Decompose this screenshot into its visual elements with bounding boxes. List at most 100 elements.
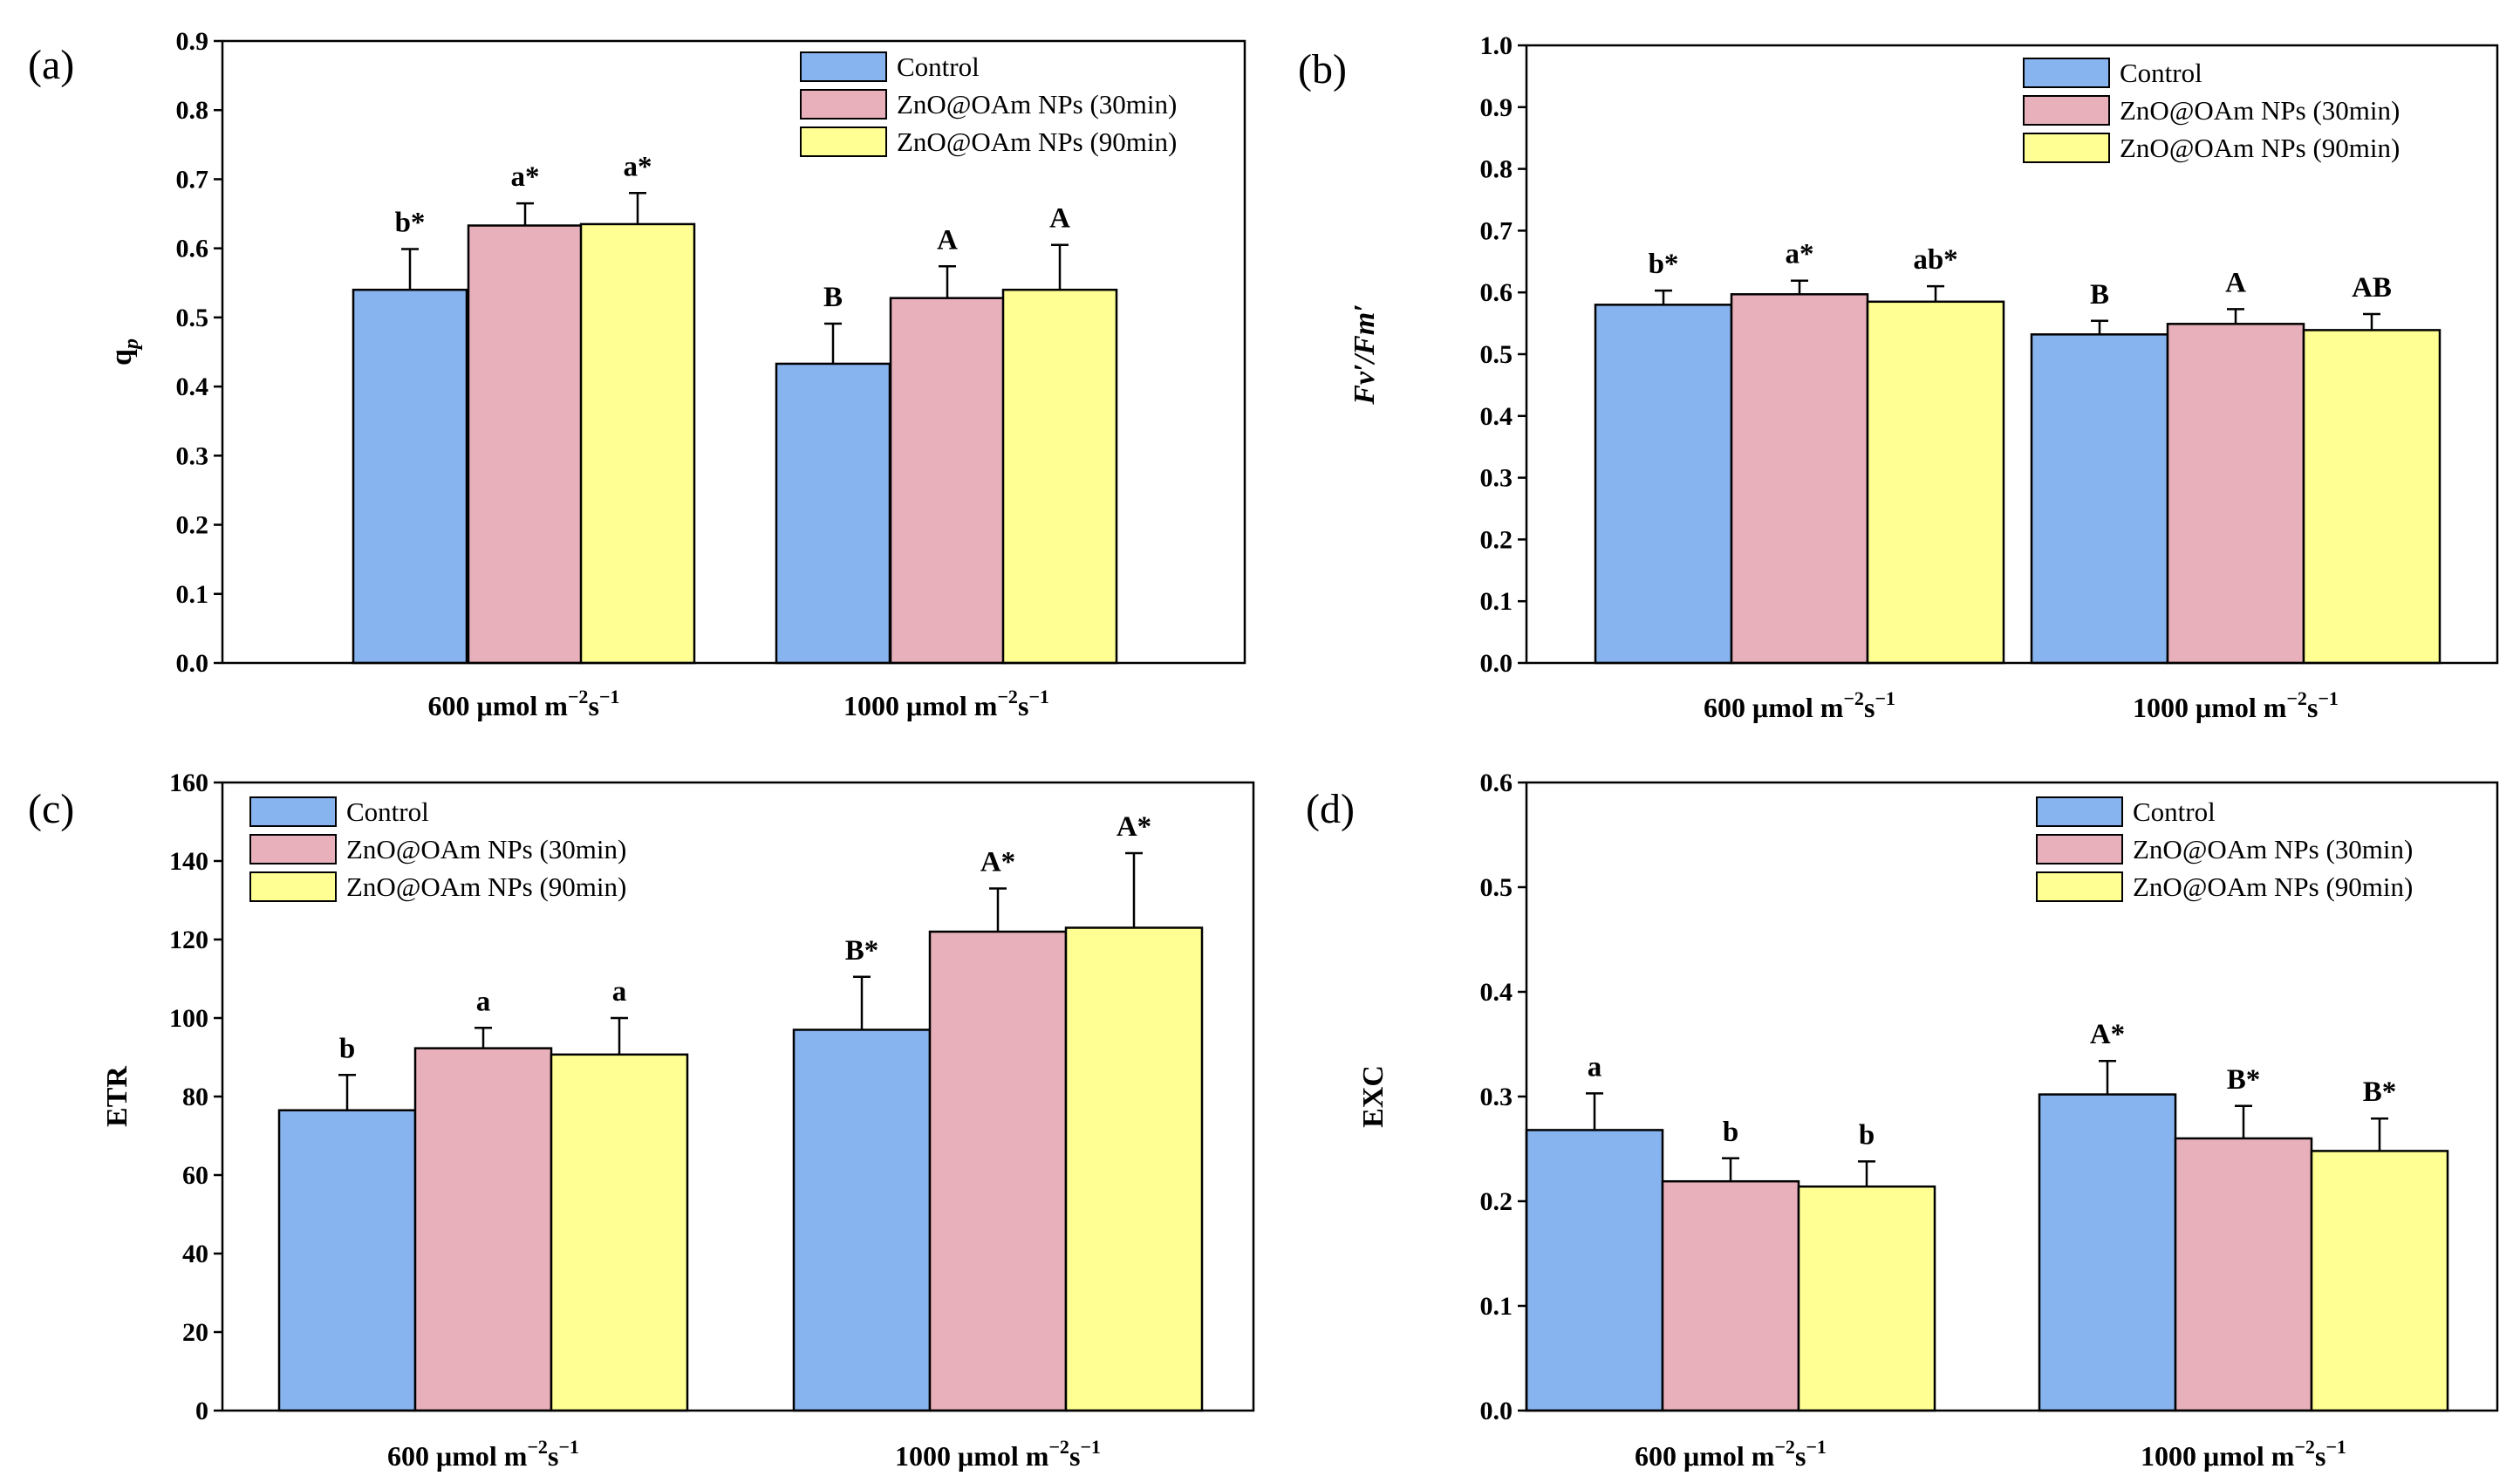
bar-1-1 [1594,304,1733,665]
bar-1-2 [2038,1093,2177,1412]
y-axis-label: EXC [1357,1065,1390,1128]
bar-3-2 [1064,926,1204,1412]
y-tick-label: 0.1 [1480,587,1513,616]
significance-label: AB [2352,272,2392,304]
bar-1-2 [792,1028,932,1412]
bar-2-1 [1661,1179,1800,1412]
significance-label: A [1049,203,1070,235]
legend-swatch [800,51,887,82]
significance-label: b* [395,207,426,238]
legend-label: ZnO@OAm NPs (30min) [2133,834,2413,864]
legend: Control ZnO@OAm NPs (30min) ZnO@OAm NPs (9… [800,51,1177,157]
legend-label: ZnO@OAm NPs (90min) [346,871,626,902]
y-tick-label: 0.3 [1480,1083,1513,1111]
panel-label: (c) [28,786,74,832]
y-axis-label: qp [106,338,143,366]
bar-1-1 [352,288,468,665]
x-category-label: 1000 μmol m−2s−1 [843,686,1049,721]
y-axis-label: Fv′/Fm′ [1349,304,1381,405]
significance-label: a* [1786,239,1814,270]
x-category-label: 600 μmol m−2s−1 [387,1436,579,1472]
bar-3-1 [550,1053,689,1412]
bar-2-1 [413,1047,553,1412]
legend-label: ZnO@OAm NPs (90min) [2120,133,2400,163]
bar-3-1 [1797,1185,1936,1412]
y-tick-label: 0.6 [1480,278,1513,307]
x-category-label: 1000 μmol m−2s−1 [2133,687,2339,723]
y-tick-label: 0.4 [176,372,209,401]
x-category-label: 600 μmol m−2s−1 [1704,687,1895,723]
bar-1-1 [1525,1129,1664,1412]
y-tick-label: 0.2 [1480,525,1513,554]
significance-label: a [476,986,491,1017]
bar-2-1 [1730,293,1869,665]
y-tick-label: 0.0 [176,649,209,678]
legend-label: ZnO@OAm NPs (90min) [897,126,1177,157]
y-tick-label: 1.0 [1480,31,1513,60]
significance-label: B* [845,935,879,967]
legend-swatch [800,126,887,157]
chart-panel-2: (b) b* Ba* Aab* AB 0.0 0.1 0.2 0.3 0.4 0.5 0.6 0.7 0.… [1298,31,2499,723]
significance-label: A [2225,267,2246,298]
x-category-label: 600 μmol m−2s−1 [428,686,620,721]
legend-label: Control [2133,796,2216,827]
legend: Control ZnO@OAm NPs (30min) ZnO@OAm NPs (9… [249,796,626,902]
bar-2-2 [928,930,1068,1412]
significance-label: A* [1117,811,1151,843]
plot-frame [221,39,1246,665]
x-category-label: 1000 μmol m−2s−1 [895,1436,1101,1472]
bar-1-1 [277,1109,417,1412]
y-tick-label: 0.8 [176,96,209,125]
legend-swatch [249,796,337,827]
y-tick-label: 0.0 [1480,649,1513,678]
panel-label: (d) [1306,786,1355,832]
significance-label: b [1723,1117,1738,1148]
bar-2-1 [467,224,584,665]
bar-3-1 [579,222,696,665]
x-category-label: 600 μmol m−2s−1 [1635,1436,1827,1472]
y-tick-label: 0.9 [176,27,209,56]
significance-label: B [823,282,843,313]
y-tick-label: 20 [182,1318,208,1347]
y-tick-label: 0.2 [1480,1187,1513,1216]
significance-label: b [1859,1119,1875,1151]
significance-label: B* [2363,1076,2397,1108]
bar-3-2 [1001,288,1118,665]
y-tick-label: 0.1 [176,580,209,609]
y-tick-label: 40 [182,1240,208,1268]
y-tick-label: 0.7 [176,165,209,194]
legend-label: ZnO@OAm NPs (30min) [2120,95,2400,126]
chart-panel-3: (c) b B* a A* a A* 0 20 40 60 80 100 120 140 160 ETR 600 … [28,769,1255,1472]
y-tick-label: 0.5 [176,304,209,332]
legend-label: ZnO@OAm NPs (30min) [346,834,626,864]
legend-swatch [249,834,337,864]
bar-3-2 [2310,1150,2449,1412]
y-tick-label: 140 [169,847,208,876]
significance-label: B [2090,279,2109,311]
y-tick-label: 0 [195,1397,208,1425]
legend-label: ZnO@OAm NPs (30min) [897,89,1177,120]
y-tick-label: 60 [182,1161,208,1190]
y-tick-label: 0.4 [1480,978,1513,1007]
significance-label: b* [1649,249,1679,280]
y-tick-label: 0.8 [1480,155,1513,184]
significance-label: b [339,1033,355,1064]
y-tick-label: 0.0 [1480,1397,1513,1425]
significance-label: A* [980,847,1015,878]
legend-swatch [800,89,887,120]
significance-label: B* [2227,1064,2261,1096]
x-category-label: 1000 μmol m−2s−1 [2141,1436,2346,1472]
bar-1-2 [2030,333,2169,665]
legend-label: ZnO@OAm NPs (90min) [2133,871,2413,902]
bar-2-2 [889,297,1006,665]
legend-swatch [2036,871,2123,902]
y-tick-label: 0.6 [176,235,209,263]
significance-label: ab* [1913,244,1957,276]
y-tick-label: 0.3 [176,441,209,470]
y-tick-label: 120 [169,926,208,954]
legend-swatch [2023,133,2110,163]
bar-2-2 [2166,323,2305,665]
significance-label: a [612,976,627,1008]
legend-label: Control [346,796,429,827]
